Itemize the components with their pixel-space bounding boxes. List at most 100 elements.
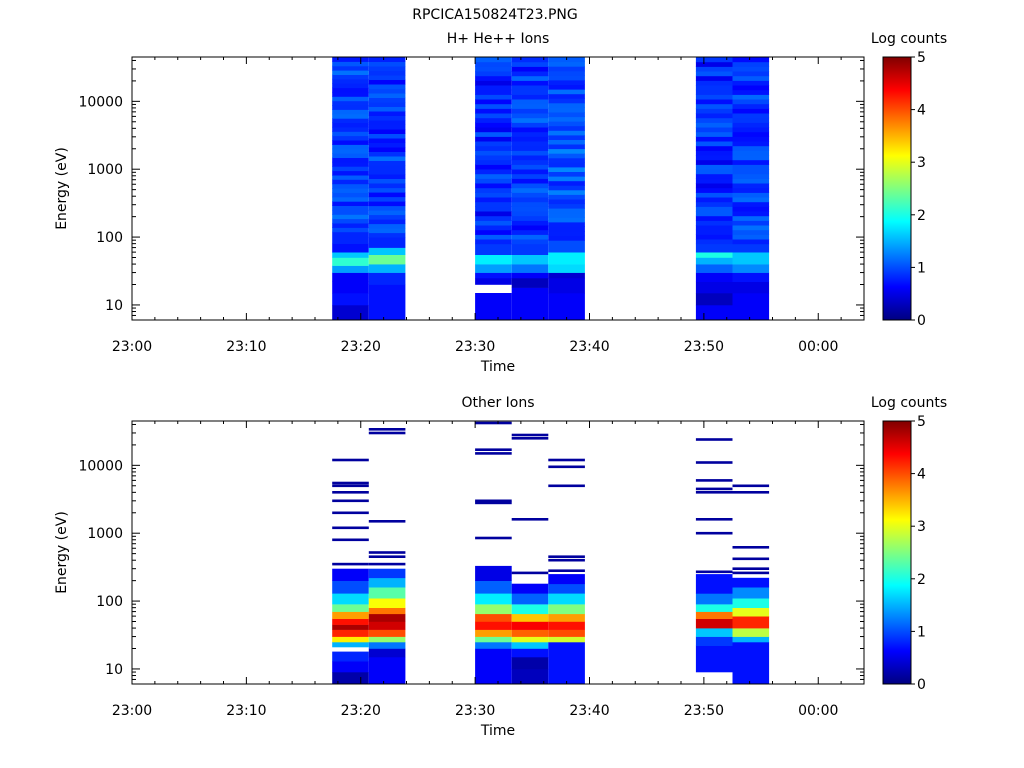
heatmap-cell xyxy=(332,57,369,62)
heatmap-cell xyxy=(511,593,549,605)
heatmap-cell xyxy=(475,220,512,226)
heatmap-cell xyxy=(732,628,770,637)
heatmap-cell xyxy=(332,96,369,102)
sparse-count-line xyxy=(332,526,369,530)
heatmap-cell xyxy=(332,113,369,119)
heatmap-cell xyxy=(695,243,733,253)
heatmap-cell xyxy=(511,277,549,288)
heatmap-cell xyxy=(475,61,512,67)
sparse-count-line xyxy=(695,461,733,464)
heatmap-cell xyxy=(732,201,770,207)
sparse-count-line xyxy=(732,484,770,488)
colorbar-tick-label: 1 xyxy=(917,260,926,276)
heatmap-cell xyxy=(475,648,512,685)
heatmap-cell xyxy=(475,636,512,643)
heatmap-cell xyxy=(332,78,369,84)
heatmap-cell xyxy=(548,208,585,214)
heatmap-cell xyxy=(695,85,733,91)
heatmap-cell xyxy=(732,239,770,245)
heatmap-cell xyxy=(368,272,406,285)
heatmap-cell xyxy=(475,254,512,265)
sparse-count-line xyxy=(548,484,585,488)
colorbar-tick-label: 4 xyxy=(917,467,926,483)
heatmap-cell xyxy=(548,153,585,159)
x-tick-label: 23:00 xyxy=(112,339,152,355)
y-tick-label: 10 xyxy=(105,662,123,678)
heatmap-cell xyxy=(511,113,549,119)
heatmap-cell xyxy=(732,94,770,100)
heatmap-cell xyxy=(332,179,369,185)
heatmap-cell xyxy=(475,593,512,605)
sparse-count-line xyxy=(368,551,406,554)
heatmap-cell xyxy=(332,272,369,282)
panel-other-ions: 23:00 23:10 23:20 23:30 23:40 23:50 00:0010100… xyxy=(54,395,947,739)
heatmap-cell xyxy=(732,61,770,67)
heatmap-cell xyxy=(695,257,733,265)
heatmap-cell xyxy=(511,239,549,245)
x-tick-label: 23:50 xyxy=(684,703,724,719)
heatmap-cell xyxy=(548,185,585,191)
heatmap-cell xyxy=(548,293,585,321)
colorbar xyxy=(882,420,912,685)
heatmap-cell xyxy=(475,580,512,594)
heatmap-cell xyxy=(511,197,549,203)
heatmap-cell xyxy=(511,613,549,622)
sparse-count-line xyxy=(732,491,770,494)
colorbar-tick-label: 5 xyxy=(917,414,926,430)
heatmap-cell xyxy=(511,57,549,63)
heatmap-cell xyxy=(332,153,369,158)
sparse-count-line xyxy=(332,491,369,494)
sparse-count-line xyxy=(511,518,549,521)
heatmap-cell xyxy=(475,103,512,109)
panel-title: H+ He++ Ions xyxy=(447,31,550,47)
heatmap-cell xyxy=(368,254,406,265)
heatmap-cell xyxy=(695,234,733,240)
heatmap-cell xyxy=(511,99,549,105)
heatmap-cell xyxy=(732,215,770,221)
sparse-count-line xyxy=(695,487,733,491)
heatmap-cell xyxy=(548,93,585,99)
heatmap-cell xyxy=(511,159,549,165)
x-tick-label: 23:50 xyxy=(684,339,724,355)
heatmap-cell xyxy=(475,629,512,637)
heatmap-cell xyxy=(732,136,770,142)
heatmap-cell xyxy=(511,234,549,240)
heatmap-cell xyxy=(548,272,585,279)
heatmap-cell xyxy=(368,568,406,579)
heatmap-cell xyxy=(511,243,549,255)
heatmap-cell xyxy=(368,183,406,189)
heatmap-cell xyxy=(368,205,406,211)
sparse-count-line xyxy=(548,558,585,562)
heatmap-cell xyxy=(332,624,369,630)
heatmap-cell xyxy=(511,229,549,235)
heatmap-cell xyxy=(548,231,585,237)
heatmap-cell xyxy=(368,102,406,107)
heatmap-cell xyxy=(368,657,406,685)
heatmap-cell xyxy=(368,138,406,143)
heatmap-cell xyxy=(332,209,369,215)
heatmap-cell xyxy=(475,277,512,285)
colorbar-label: Log counts xyxy=(871,31,947,47)
heatmap-cell xyxy=(475,99,512,105)
heatmap-cell xyxy=(332,174,369,180)
heatmap-cell xyxy=(548,252,585,265)
heatmap-cell xyxy=(511,621,549,630)
sparse-count-line xyxy=(368,520,406,523)
x-tick-label: 00:00 xyxy=(798,339,838,355)
heatmap-cell xyxy=(732,85,770,91)
heatmap-cell xyxy=(368,607,406,615)
heatmap-cell xyxy=(548,139,585,145)
heatmap-cell xyxy=(332,593,369,605)
heatmap-cell xyxy=(475,145,512,151)
heatmap-cell xyxy=(511,75,549,81)
heatmap-cell xyxy=(695,141,733,147)
heatmap-cell xyxy=(695,113,733,119)
heatmap-cell xyxy=(332,183,369,189)
heatmap-cell xyxy=(548,125,585,131)
sparse-count-line xyxy=(475,499,512,503)
sparse-count-line xyxy=(511,571,549,575)
heatmap-cell xyxy=(332,611,369,619)
heatmap-cell xyxy=(332,196,369,202)
heatmap-cell xyxy=(548,235,585,241)
heatmap-cell xyxy=(332,87,369,93)
